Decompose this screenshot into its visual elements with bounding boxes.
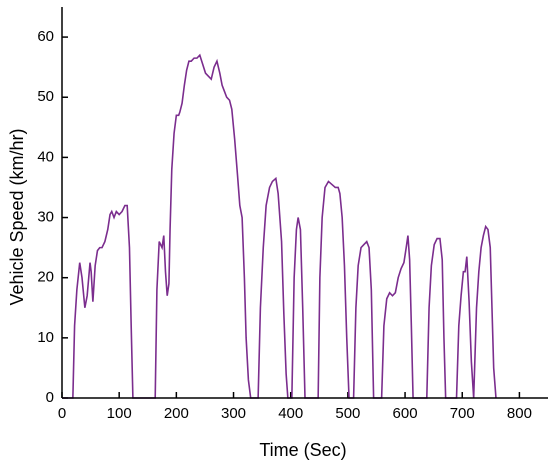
y-tick-label: 10 (37, 329, 54, 346)
x-tick-label: 200 (164, 405, 189, 422)
x-tick-label: 300 (221, 405, 246, 422)
y-tick-label: 20 (37, 269, 54, 286)
x-tick-label: 500 (335, 405, 360, 422)
x-tick-label: 800 (507, 405, 532, 422)
speed-line (62, 53, 497, 399)
x-axis-title: Time (Sec) (259, 440, 346, 460)
x-tick-label: 600 (393, 405, 418, 422)
x-tick-label: 0 (58, 405, 66, 422)
x-tick-label: 400 (278, 405, 303, 422)
y-tick-label: 30 (37, 209, 54, 226)
y-tick-label: 40 (37, 148, 54, 165)
x-tick-label: 700 (450, 405, 475, 422)
y-tick-label: 0 (46, 389, 54, 406)
y-tick-label: 60 (37, 28, 54, 45)
y-tick-label: 50 (37, 88, 54, 105)
x-tick-label: 100 (107, 405, 132, 422)
y-axis-title: Vehicle Speed (km/hr) (7, 128, 27, 305)
